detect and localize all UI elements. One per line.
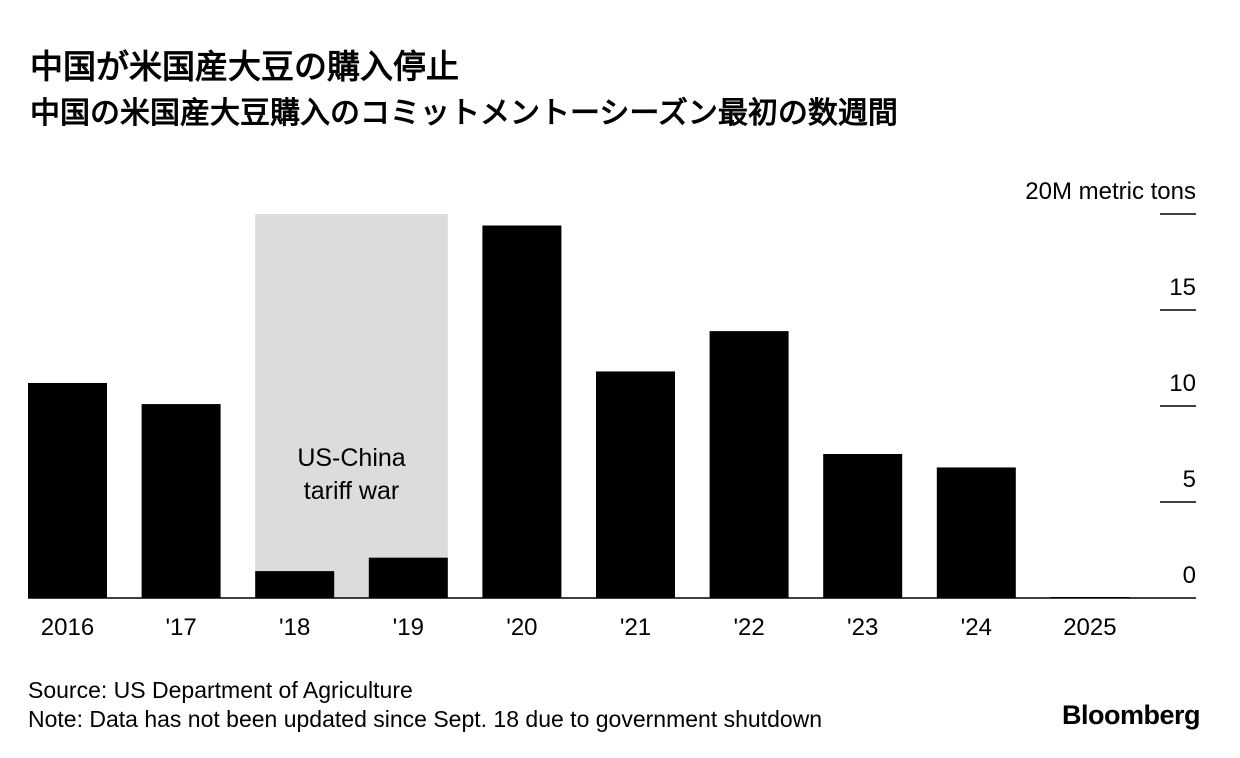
x-tick-label: '17 xyxy=(165,614,196,641)
bar xyxy=(28,382,107,598)
tariff-war-label: tariff war xyxy=(304,477,399,505)
footnote: Note: Data has not been updated since Se… xyxy=(28,706,823,732)
tariff-war-label: US-China xyxy=(297,444,405,472)
bar xyxy=(823,454,903,598)
x-tick-label: '20 xyxy=(506,614,537,641)
bloomberg-logo: Bloomberg xyxy=(1061,700,1201,730)
x-tick-label: '24 xyxy=(961,614,992,641)
y-tick-label: 5 xyxy=(1183,466,1196,493)
bar xyxy=(368,557,448,598)
y-tick-label: 10 xyxy=(1169,370,1196,397)
bar xyxy=(596,371,675,598)
bar xyxy=(141,404,221,598)
x-tick-label: 2025 xyxy=(1063,614,1116,641)
x-tick-label: '21 xyxy=(620,614,651,641)
y-tick-label: 0 xyxy=(1183,562,1196,589)
source-note: Source: US Department of Agriculture xyxy=(28,677,413,703)
bar xyxy=(709,331,789,598)
chart-subtitle: 中国の米国産大豆購入のコミットメントーシーズン最初の数週間 xyxy=(30,96,898,131)
bar xyxy=(255,571,335,598)
x-tick-label: 2016 xyxy=(41,614,94,641)
bar xyxy=(482,225,562,598)
tariff-war-band xyxy=(255,214,448,598)
x-tick-label: '22 xyxy=(733,614,764,641)
y-tick-label: 15 xyxy=(1169,274,1196,301)
chart-title: 中国が米国産大豆の購入停止 xyxy=(30,47,459,86)
x-tick-label: '18 xyxy=(279,614,310,641)
x-tick-label: '23 xyxy=(847,614,878,641)
y-tick-label: 20M metric tons xyxy=(1025,178,1196,205)
bar xyxy=(936,467,1016,598)
x-tick-label: '19 xyxy=(393,614,424,641)
